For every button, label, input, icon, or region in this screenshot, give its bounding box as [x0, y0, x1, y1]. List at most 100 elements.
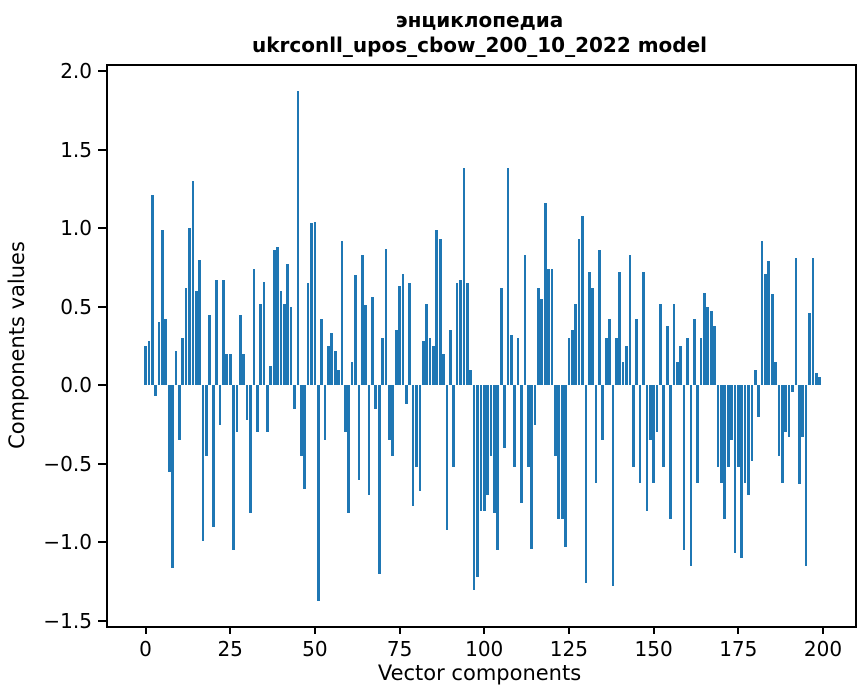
- bar: [289, 306, 293, 386]
- bar: [713, 325, 716, 386]
- y-tick-mark: [98, 227, 106, 230]
- bar: [513, 385, 517, 467]
- bar: [306, 283, 310, 386]
- bar: [625, 346, 628, 386]
- x-axis-label: Vector components: [377, 661, 582, 685]
- bar: [648, 385, 652, 441]
- bar: [394, 330, 398, 386]
- bar: [696, 385, 700, 483]
- bar: [354, 275, 357, 386]
- bar: [296, 91, 300, 386]
- bar: [638, 385, 642, 483]
- bar: [689, 385, 693, 566]
- bar: [645, 385, 649, 511]
- bar: [665, 325, 669, 386]
- bar: [333, 350, 337, 386]
- bar: [570, 330, 574, 386]
- bar: [720, 385, 723, 483]
- bar: [249, 385, 252, 513]
- bar: [557, 385, 561, 519]
- bar: [391, 385, 395, 456]
- bar: [174, 350, 178, 386]
- bar: [225, 353, 229, 386]
- bar: [398, 286, 401, 386]
- x-tick-mark: [737, 626, 740, 634]
- bar: [323, 385, 327, 441]
- bar: [421, 341, 425, 386]
- bar: [465, 283, 469, 386]
- bar: [320, 319, 323, 386]
- y-tick-label: −0.5: [43, 451, 92, 476]
- bar: [774, 361, 777, 386]
- bar: [238, 314, 242, 386]
- bar: [472, 385, 476, 590]
- bar: [730, 385, 733, 441]
- bar: [188, 228, 191, 386]
- bar: [509, 335, 513, 386]
- y-axis-label: Components values: [5, 241, 29, 449]
- bar: [818, 377, 821, 386]
- bar: [753, 369, 757, 386]
- bar: [499, 287, 503, 386]
- bar: [764, 273, 767, 386]
- x-tick-mark: [144, 626, 147, 634]
- bar: [428, 338, 432, 386]
- x-tick-label: 25: [217, 637, 243, 661]
- bar: [367, 385, 371, 496]
- y-tick-label: 0.5: [60, 294, 92, 319]
- bar: [777, 385, 781, 456]
- x-tick-label: 150: [634, 637, 673, 661]
- bar: [747, 385, 750, 496]
- bar: [269, 366, 273, 386]
- bar: [442, 353, 445, 386]
- bar: [266, 385, 269, 433]
- bar: [316, 385, 320, 601]
- bar: [655, 385, 659, 433]
- bar: [161, 229, 164, 386]
- bar: [587, 272, 591, 386]
- bar: [631, 385, 635, 467]
- bar: [560, 385, 564, 519]
- bar: [543, 203, 547, 386]
- bar: [177, 385, 181, 441]
- bar: [222, 280, 225, 386]
- plot-area: [106, 64, 857, 628]
- bar: [601, 385, 605, 441]
- x-tick-mark: [652, 626, 655, 634]
- bar: [591, 287, 594, 386]
- bar: [618, 272, 622, 386]
- bar: [533, 385, 537, 425]
- bar: [554, 385, 557, 456]
- bar: [330, 333, 334, 386]
- bar: [147, 341, 151, 386]
- y-tick-mark: [98, 620, 106, 622]
- bar: [659, 303, 662, 386]
- bar: [418, 385, 422, 491]
- bar: [811, 258, 815, 386]
- bar: [293, 385, 296, 409]
- bar: [493, 385, 496, 513]
- bar: [574, 303, 578, 386]
- bar: [577, 239, 581, 386]
- bar: [550, 269, 554, 386]
- bar: [791, 385, 794, 392]
- bar: [377, 385, 381, 574]
- bar: [272, 250, 276, 386]
- bar: [686, 338, 689, 386]
- bar: [371, 297, 374, 386]
- bar: [767, 261, 771, 386]
- bar: [672, 303, 676, 386]
- bar: [496, 385, 500, 551]
- bar: [703, 292, 706, 386]
- bar: [750, 385, 754, 461]
- bar: [723, 385, 727, 519]
- bar: [286, 264, 290, 386]
- bar: [801, 385, 805, 438]
- bar: [276, 247, 279, 386]
- bar: [770, 294, 774, 386]
- y-tick-label: 1.5: [60, 137, 92, 162]
- y-tick-mark: [98, 462, 106, 465]
- bar: [486, 385, 489, 496]
- bar: [228, 353, 232, 386]
- bar: [167, 385, 171, 472]
